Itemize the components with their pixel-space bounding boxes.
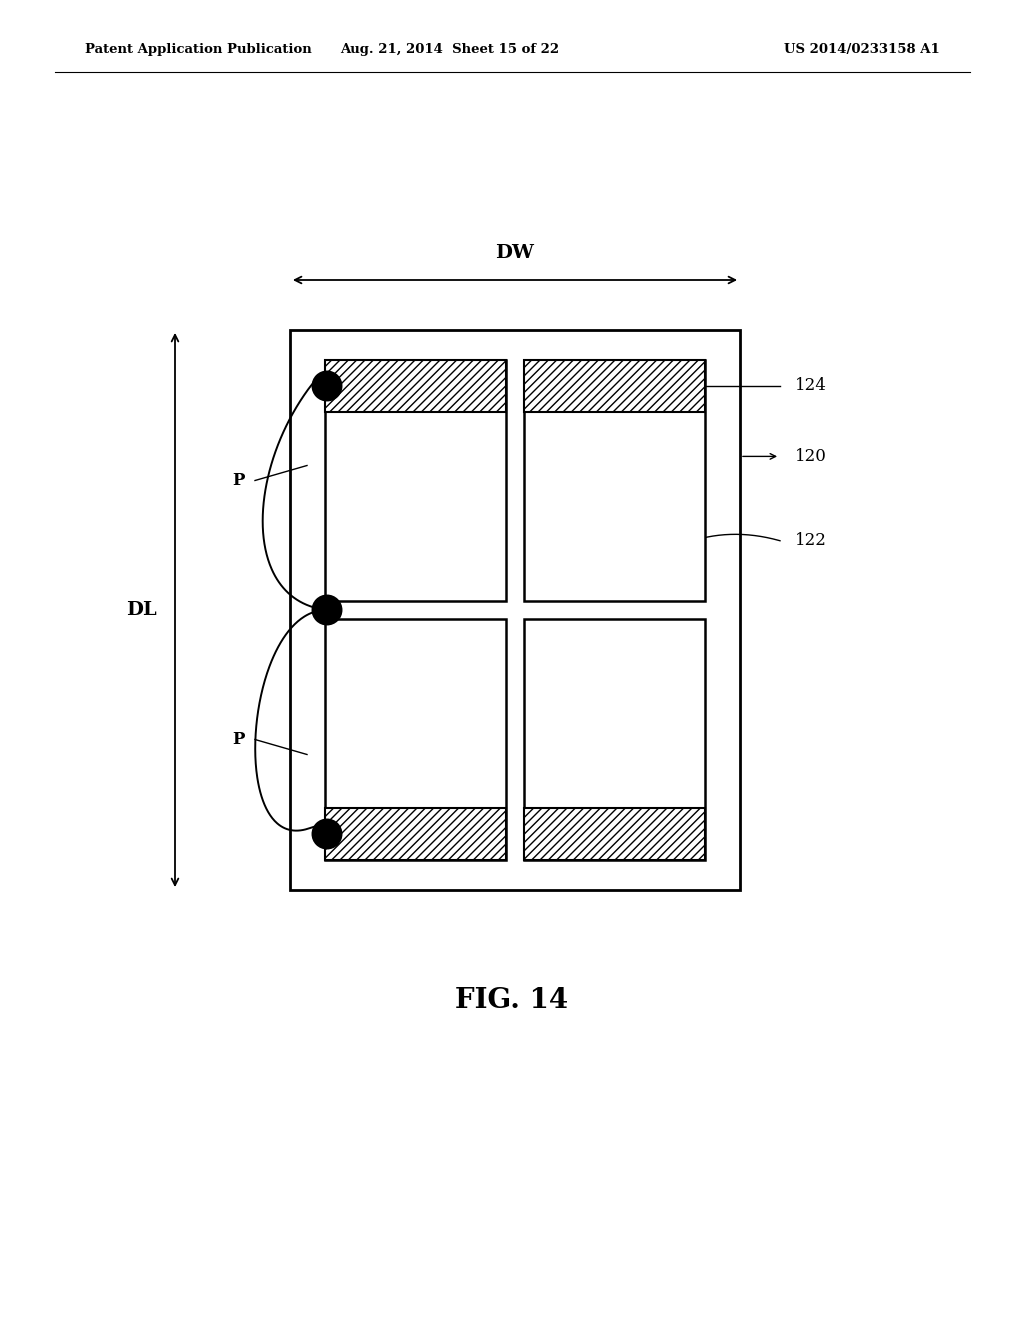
Text: FIG. 14: FIG. 14: [456, 986, 568, 1014]
Text: DW: DW: [496, 244, 535, 261]
Text: 124: 124: [795, 378, 826, 395]
Bar: [325, 619, 506, 861]
Text: 122: 122: [795, 532, 826, 549]
Text: DL: DL: [126, 601, 157, 619]
Circle shape: [312, 371, 341, 400]
Bar: [524, 360, 705, 601]
Bar: [290, 330, 740, 890]
Bar: [325, 360, 506, 412]
Text: Patent Application Publication: Patent Application Publication: [85, 44, 311, 57]
Text: Aug. 21, 2014  Sheet 15 of 22: Aug. 21, 2014 Sheet 15 of 22: [340, 44, 559, 57]
Text: P: P: [232, 473, 245, 488]
Text: US 2014/0233158 A1: US 2014/0233158 A1: [784, 44, 940, 57]
Bar: [524, 619, 705, 861]
Text: P: P: [232, 731, 245, 748]
Circle shape: [312, 595, 341, 624]
Bar: [524, 360, 705, 412]
Bar: [325, 808, 506, 861]
Bar: [524, 808, 705, 861]
Text: 120: 120: [795, 447, 826, 465]
Bar: [325, 360, 506, 601]
Circle shape: [312, 820, 341, 849]
